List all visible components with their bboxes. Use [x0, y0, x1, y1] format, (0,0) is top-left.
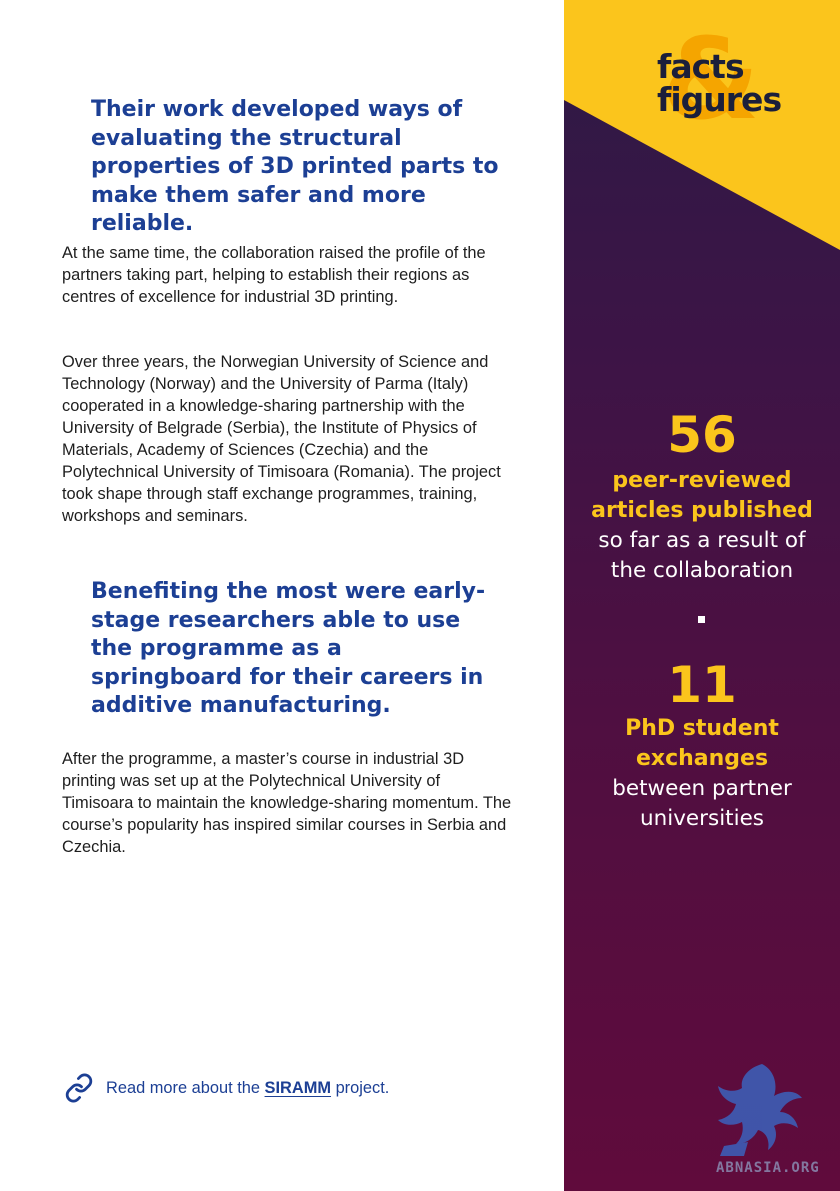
paragraph-2: Over three years, the Norwegian Universi…: [62, 353, 501, 525]
pull-quote-2: Benefiting the most were early-stage res…: [91, 579, 486, 718]
paragraph-1: At the same time, the collaboration rais…: [62, 244, 486, 306]
figures-word: figures: [657, 80, 782, 119]
read-more-suffix: project.: [331, 1078, 390, 1097]
stat-description: universities: [639, 806, 765, 831]
paragraph-3: After the programme, a master’s course i…: [62, 750, 512, 856]
stat-description: so far as a result of: [598, 528, 806, 553]
main-column: Their work developed ways of evaluating …: [62, 97, 512, 1103]
stat-highlight: exchanges: [635, 746, 769, 771]
pull-quote-1: Their work developed ways of evaluating …: [91, 97, 499, 236]
watermark: ABNASIA.ORG: [716, 1160, 820, 1176]
stat-highlight: PhD student: [625, 716, 779, 741]
read-more: Read more about the SIRAMM project.: [64, 1073, 389, 1103]
stat-highlight: articles published: [591, 498, 813, 523]
stat-description: between partner: [612, 776, 792, 801]
stat-number: 56: [667, 406, 737, 464]
facts-word: facts: [657, 47, 745, 86]
siramm-link[interactable]: SIRAMM: [264, 1078, 332, 1097]
link-icon: [65, 1073, 93, 1103]
stat-articles: 56 peer-reviewed articles published so f…: [564, 410, 840, 586]
stat-exchanges: 11 PhD student exchanges between partner…: [564, 660, 840, 834]
ampersand-mark: &: [662, 15, 760, 145]
separator-dot: [698, 616, 705, 623]
stat-number: 11: [667, 656, 737, 714]
yellow-corner: [564, 0, 840, 250]
griffin-logo-icon: [718, 1064, 802, 1156]
read-more-prefix: Read more about the: [106, 1078, 265, 1097]
facts-figures-sidebar: & facts figures 56 peer-reviewed article…: [564, 0, 840, 1191]
facts-figures-title: facts figures: [657, 47, 782, 119]
stat-highlight: peer-reviewed: [612, 468, 792, 493]
stat-description: the collaboration: [610, 558, 794, 583]
